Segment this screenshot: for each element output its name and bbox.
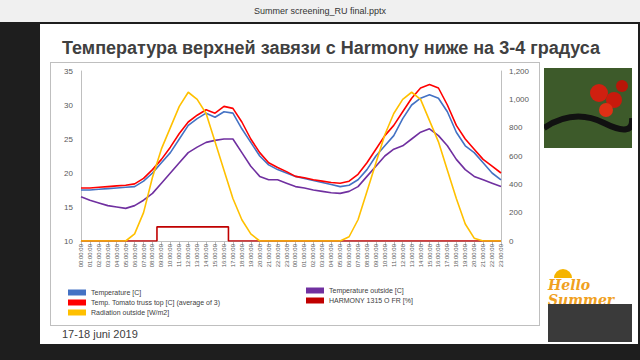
svg-text:03:00:00: 03:00:00	[319, 243, 325, 267]
svg-text:14:00:00: 14:00:00	[418, 243, 424, 267]
svg-text:1,000: 1,000	[509, 95, 530, 104]
svg-text:19:00:00: 19:00:00	[248, 243, 254, 267]
svg-text:19:00:00: 19:00:00	[462, 243, 468, 267]
svg-text:05:00:00: 05:00:00	[123, 243, 129, 267]
svg-text:23:00:00: 23:00:00	[498, 243, 504, 267]
svg-text:0: 0	[509, 237, 514, 246]
svg-text:00:00:00: 00:00:00	[78, 243, 84, 267]
svg-text:07:00:00: 07:00:00	[141, 243, 147, 267]
svg-text:14:00:00: 14:00:00	[203, 243, 209, 267]
html-text:17-18 juni 2019: 17-18 juni 2019	[62, 328, 138, 340]
svg-text:Temperature outside [C]: Temperature outside [C]	[329, 287, 404, 295]
svg-text:HARMONY 1315 O FR [%]: HARMONY 1315 O FR [%]	[329, 297, 413, 305]
svg-text:09:00:00: 09:00:00	[158, 243, 164, 267]
svg-text:18:00:00: 18:00:00	[239, 243, 245, 267]
html-text:Температура верхней завязи с H: Температура верхней завязи с Harmony ниж…	[62, 38, 601, 58]
svg-text:20:00:00: 20:00:00	[257, 243, 263, 267]
svg-text:200: 200	[509, 208, 523, 217]
svg-text:04:00:00: 04:00:00	[114, 243, 120, 267]
svg-text:18:00:00: 18:00:00	[453, 243, 459, 267]
svg-text:03:00:00: 03:00:00	[105, 243, 111, 267]
svg-text:02:00:00: 02:00:00	[96, 243, 102, 267]
svg-text:16:00:00: 16:00:00	[221, 243, 227, 267]
svg-text:23:00:00: 23:00:00	[284, 243, 290, 267]
svg-text:17:00:00: 17:00:00	[444, 243, 450, 267]
svg-text:600: 600	[509, 152, 523, 161]
svg-text:10:00:00: 10:00:00	[382, 243, 388, 267]
svg-text:21:00:00: 21:00:00	[480, 243, 486, 267]
svg-text:15:00:00: 15:00:00	[212, 243, 218, 267]
svg-text:08:00:00: 08:00:00	[364, 243, 370, 267]
svg-text:12:00:00: 12:00:00	[185, 243, 191, 267]
html-text:Summer screening_RU final.pptx: Summer screening_RU final.pptx	[254, 6, 386, 16]
svg-text:13:00:00: 13:00:00	[409, 243, 415, 267]
svg-text:08:00:00: 08:00:00	[149, 243, 155, 267]
svg-text:01:00:00: 01:00:00	[301, 243, 307, 267]
svg-text:04:00:00: 04:00:00	[328, 243, 334, 267]
html-text:Hello Summer: Hello Summer	[548, 277, 615, 308]
svg-text:01:00:00: 01:00:00	[87, 243, 93, 267]
svg-text:11:00:00: 11:00:00	[391, 243, 397, 267]
svg-text:30: 30	[64, 101, 73, 110]
svg-text:06:00:00: 06:00:00	[346, 243, 352, 267]
svg-text:Temperature [C]: Temperature [C]	[91, 289, 141, 297]
svg-text:20: 20	[64, 169, 73, 178]
svg-text:25: 25	[64, 135, 73, 144]
svg-text:1,200: 1,200	[509, 67, 530, 76]
svg-text:Radiation outside [W/m2]: Radiation outside [W/m2]	[91, 309, 169, 317]
svg-text:00:00:00: 00:00:00	[292, 243, 298, 267]
svg-text:17:00:00: 17:00:00	[230, 243, 236, 267]
svg-text:15: 15	[64, 203, 73, 212]
svg-text:800: 800	[509, 123, 523, 132]
svg-text:07:00:00: 07:00:00	[355, 243, 361, 267]
svg-text:22:00:00: 22:00:00	[275, 243, 281, 267]
svg-text:10: 10	[64, 237, 73, 246]
svg-text:21:00:00: 21:00:00	[266, 243, 272, 267]
svg-text:400: 400	[509, 180, 523, 189]
svg-text:10:00:00: 10:00:00	[167, 243, 173, 267]
svg-text:05:00:00: 05:00:00	[337, 243, 343, 267]
svg-text:02:00:00: 02:00:00	[310, 243, 316, 267]
svg-text:12:00:00: 12:00:00	[400, 243, 406, 267]
svg-text:Temp. Tomato truss top [C] (av: Temp. Tomato truss top [C] (average of 3…	[91, 299, 220, 307]
svg-text:20:00:00: 20:00:00	[471, 243, 477, 267]
svg-text:06:00:00: 06:00:00	[132, 243, 138, 267]
svg-text:13:00:00: 13:00:00	[194, 243, 200, 267]
svg-text:09:00:00: 09:00:00	[373, 243, 379, 267]
svg-text:11:00:00: 11:00:00	[176, 243, 182, 267]
svg-text:16:00:00: 16:00:00	[435, 243, 441, 267]
svg-text:35: 35	[64, 67, 73, 76]
svg-text:22:00:00: 22:00:00	[489, 243, 495, 267]
svg-text:15:00:00: 15:00:00	[427, 243, 433, 267]
